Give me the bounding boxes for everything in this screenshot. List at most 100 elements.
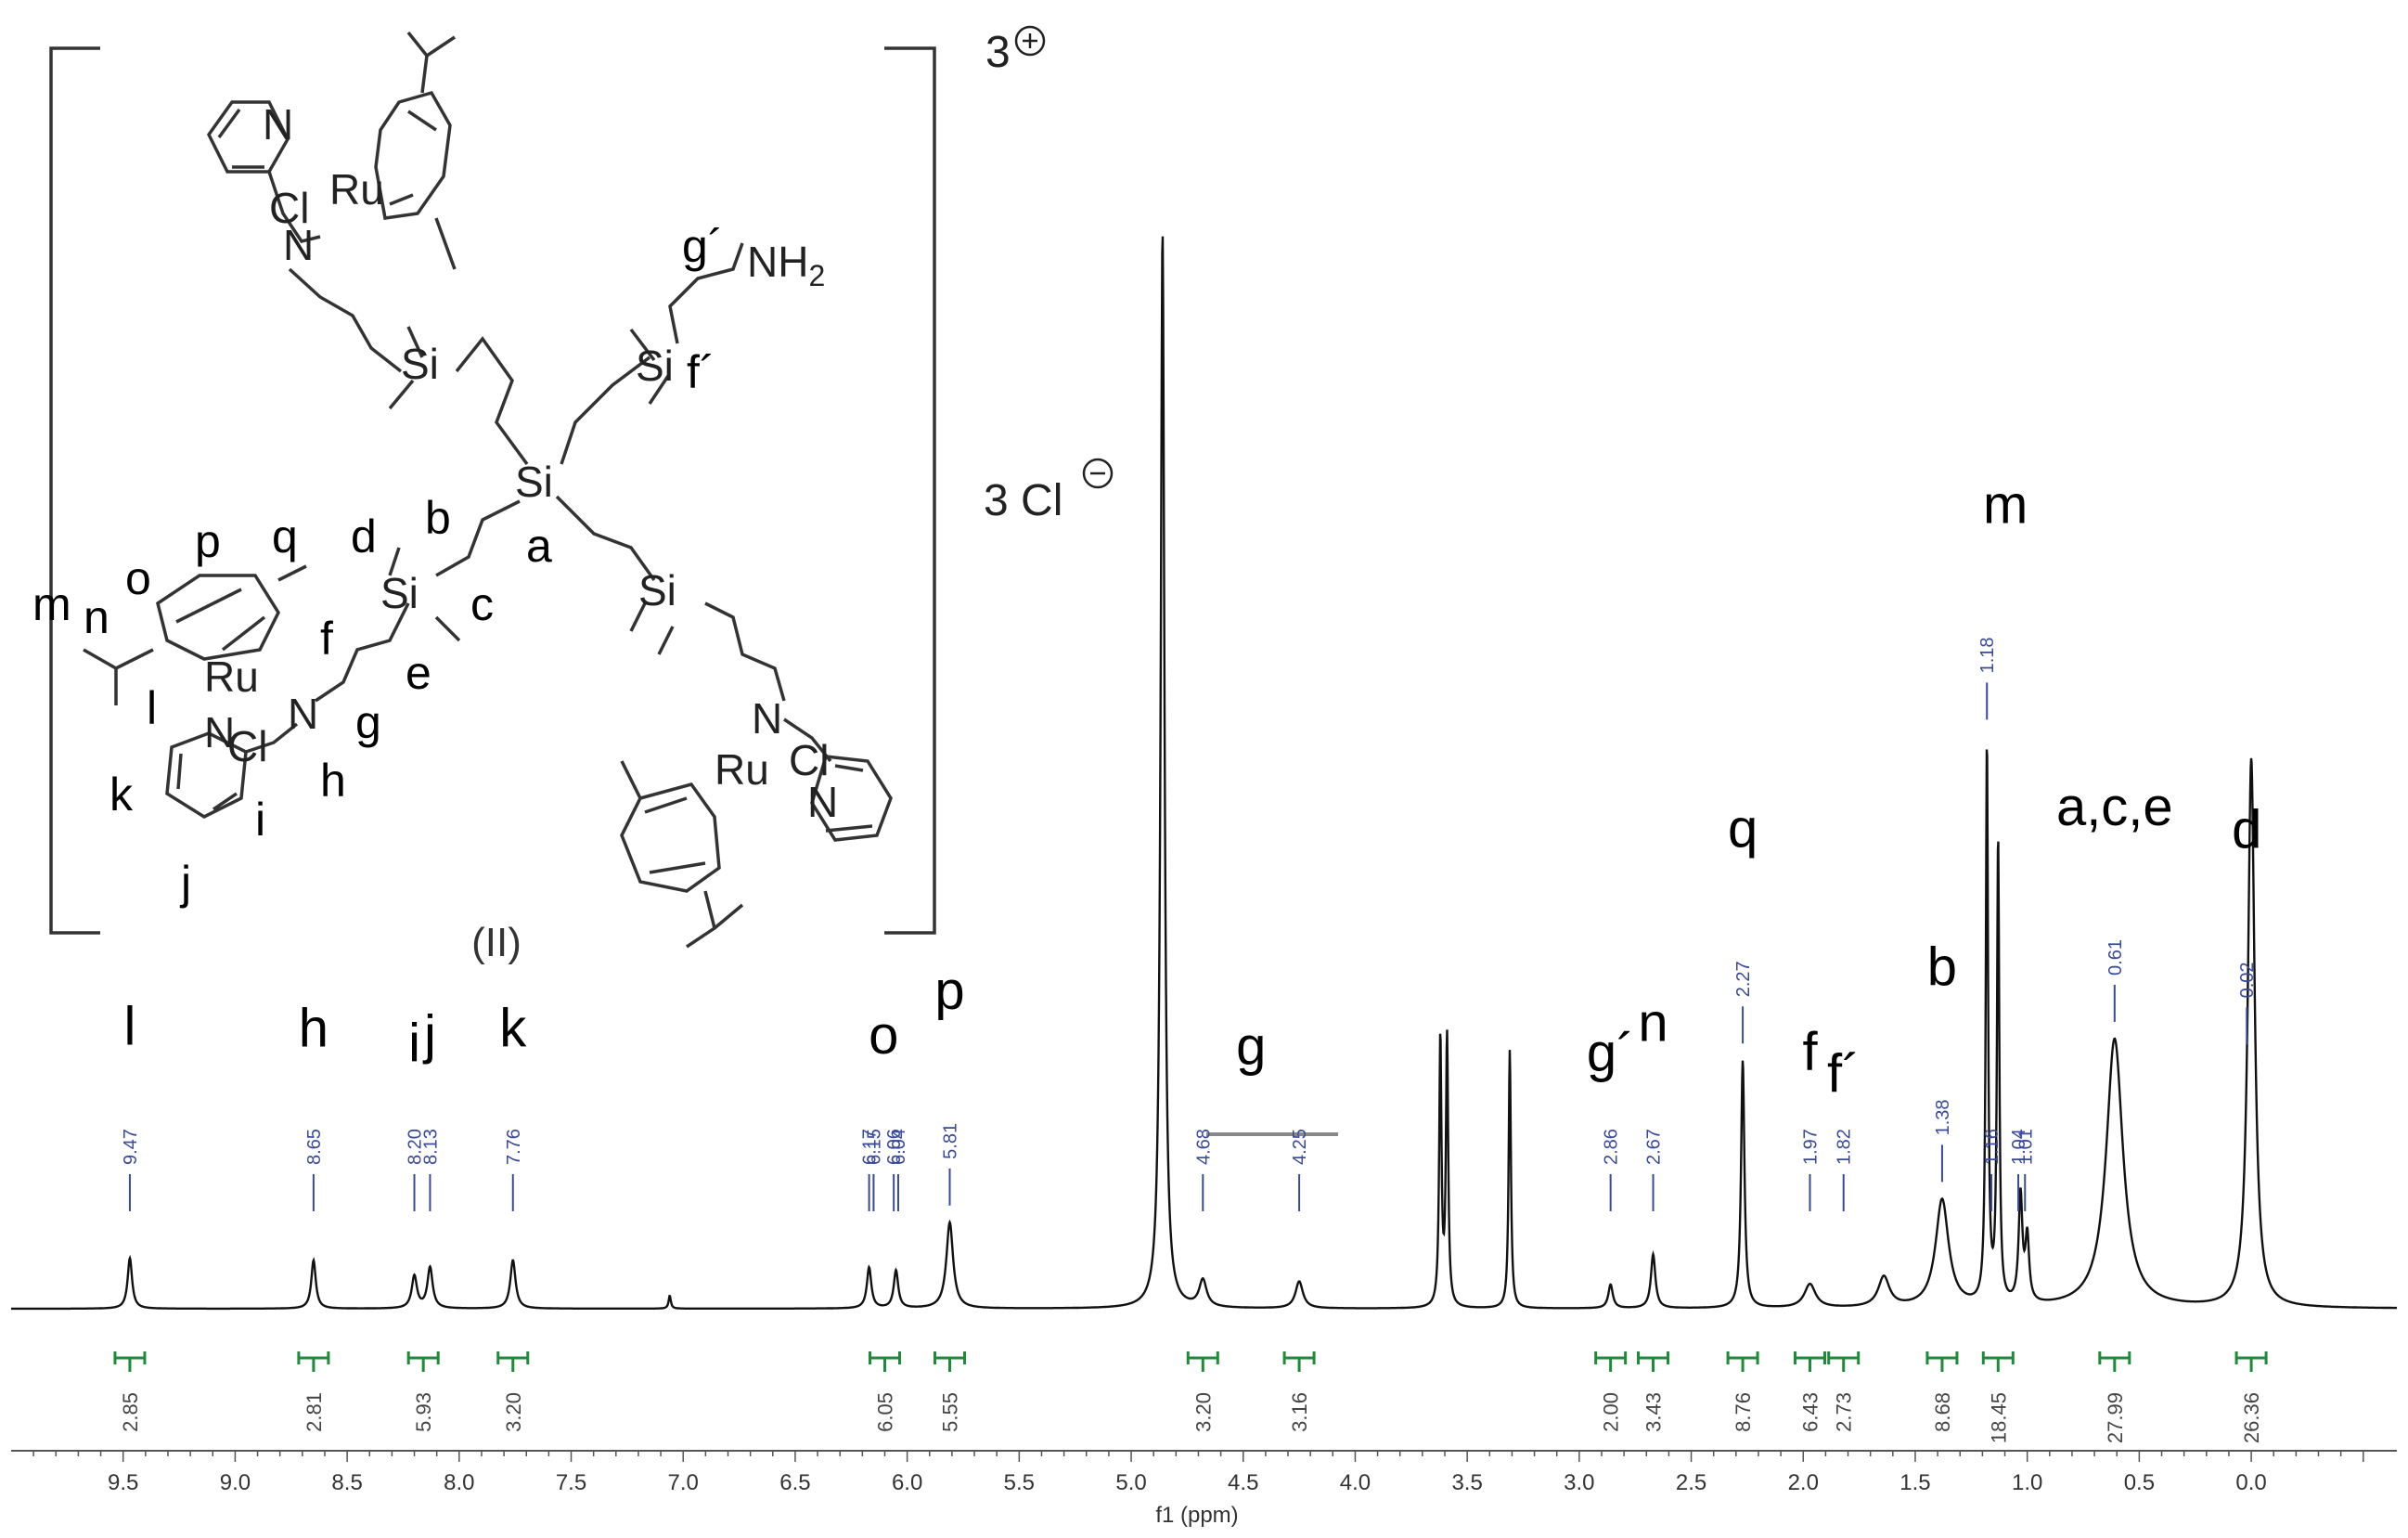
integral-bracket — [1794, 1351, 1827, 1372]
peak-ppm-label: 1.97 — [1801, 1129, 1822, 1165]
integral-value: 6.05 — [873, 1392, 896, 1432]
letter-k: k — [109, 769, 134, 821]
peak-assignment-letter: g´ — [1587, 1023, 1635, 1083]
integral-value: 2.73 — [1833, 1392, 1856, 1432]
peak-ppm-label: 6.06 — [884, 1129, 905, 1165]
ll-methyl — [277, 564, 307, 582]
atom-n: N — [807, 778, 838, 826]
nmr-spectrum — [11, 236, 2397, 1311]
top-isopropyl — [406, 31, 456, 94]
peak-ppm-label: 4.25 — [1290, 1129, 1310, 1165]
x-tick-label: 6.0 — [892, 1470, 922, 1495]
x-tick-label: 5.0 — [1115, 1470, 1146, 1495]
peak-assignment-letter: k — [499, 999, 527, 1059]
peak-ppm-label: 8.65 — [304, 1129, 325, 1165]
arm-up-left — [455, 336, 529, 466]
integral-bracket — [934, 1351, 966, 1372]
top-imine — [267, 171, 321, 243]
letter-m: m — [32, 578, 71, 630]
chain-lr — [704, 601, 786, 702]
peak-ppm-label: 6.15 — [864, 1129, 884, 1165]
peak-assignment-letter: f — [1802, 1022, 1818, 1082]
peak-ppm-label: 0.61 — [2105, 939, 2126, 976]
peak-letters: l h i j k opg g´ nqf f´bma,c,e d — [124, 474, 2262, 1104]
integral-value: 26.36 — [2240, 1392, 2263, 1443]
atom-cl: Cl — [227, 722, 267, 770]
left-bracket — [49, 46, 100, 935]
x-tick-label: 9.0 — [220, 1470, 251, 1495]
integral-value: 3.16 — [1288, 1392, 1311, 1432]
integral-value: 2.00 — [1600, 1392, 1623, 1432]
letter-p: p — [195, 515, 221, 567]
top-pyridine — [206, 100, 290, 174]
atom-si: Si — [515, 458, 553, 506]
ll-cymene — [156, 574, 281, 661]
letter-j: j — [179, 857, 191, 909]
x-tick-label: 2.5 — [1676, 1470, 1706, 1495]
x-tick-label: 9.5 — [108, 1470, 138, 1495]
x-tick-label: 3.5 — [1451, 1470, 1482, 1495]
x-axis-ticks: 9.5 9.0 8.5 8.0 7.5 7.0 6.5 6.0 5.5 5.0 4.5 4.0 3.5 3… — [32, 1451, 2364, 1495]
peak-ppm-label: 1.04 — [2009, 1129, 2029, 1165]
atom-si: Si — [638, 566, 676, 614]
atom-n: N — [283, 221, 314, 269]
charge-number: 3 — [985, 28, 1011, 77]
integral-bracket — [1637, 1351, 1670, 1372]
x-tick-label: 3.0 — [1564, 1470, 1594, 1495]
methyl-ur — [629, 328, 670, 405]
letter-q: q — [272, 511, 298, 562]
atom-n: N — [263, 100, 293, 149]
x-tick-label: 1.0 — [2012, 1470, 2042, 1495]
x-tick-label: 7.0 — [668, 1470, 699, 1495]
peak-ppm-labels: 9.47 8.65 8.208.13 7.76 6.176.15 6.066.04 5.81… — [121, 637, 2258, 1211]
x-tick-label: 7.5 — [556, 1470, 586, 1495]
peak-ppm-label: 1.38 — [1933, 1099, 1953, 1135]
peak-assignment-letter: d — [2232, 799, 2261, 859]
anion-charge: 3 Cl — [984, 458, 1114, 525]
integral-value: 18.45 — [1987, 1392, 2010, 1443]
atom-si: Si — [401, 340, 439, 388]
peak-assignment-letter: a,c,e — [2056, 777, 2173, 837]
peak-assignment-letter: j — [422, 1004, 436, 1065]
atom-ru: Ru — [715, 745, 769, 794]
integral-bracket — [406, 1351, 440, 1372]
peak-assignment-letter: b — [1927, 937, 1957, 997]
x-tick-label: 4.0 — [1340, 1470, 1371, 1495]
arm-down-left — [435, 499, 521, 577]
atom-ru: Ru — [329, 165, 384, 213]
peak-assignment-letter: h — [299, 999, 328, 1059]
integral-bracket — [1827, 1351, 1861, 1372]
arm-up-right — [560, 355, 651, 465]
peak-ppm-label: 2.67 — [1644, 1129, 1665, 1165]
peak-ppm-label: 8.13 — [420, 1129, 441, 1165]
peak-ppm-label: 2.86 — [1602, 1129, 1622, 1165]
ll-imine — [245, 722, 299, 754]
letter-l: l — [147, 682, 157, 734]
integral-value: 3.20 — [1191, 1392, 1215, 1432]
peak-assignment-letter: q — [1728, 798, 1758, 859]
peak-assignment-letter: o — [869, 1005, 898, 1066]
peak-ppm-label: 8.20 — [406, 1129, 426, 1165]
integral-bracket — [1726, 1351, 1759, 1372]
letter-f: f — [320, 613, 333, 665]
integral-bracket — [496, 1351, 530, 1372]
x-tick-label: 0.0 — [2235, 1470, 2266, 1495]
peak-ppm-label: 1.01 — [2015, 1129, 2036, 1165]
x-tick-label: 8.0 — [444, 1470, 474, 1495]
letter-b: b — [425, 492, 451, 544]
peak-assignment-letter: g — [1236, 1016, 1266, 1077]
letter-i: i — [255, 794, 265, 846]
structure-atoms: N Ru Cl N Si Si Si Si Si Ru N Cl N N Ru … — [204, 100, 838, 826]
x-tick-label: 4.5 — [1228, 1470, 1258, 1495]
methyl-ll — [388, 547, 461, 642]
plus-sign-icon — [1023, 33, 1037, 48]
integral-bracket — [2234, 1351, 2268, 1372]
chain-ll — [315, 602, 410, 703]
integral-value: 2.81 — [303, 1392, 326, 1432]
letter-d: d — [351, 511, 377, 562]
peak-ppm-label: 0.02 — [2237, 962, 2258, 998]
integral-bracket — [297, 1351, 330, 1372]
atom-cl: Cl — [269, 184, 309, 232]
peak-ppm-label: 9.47 — [121, 1129, 141, 1165]
